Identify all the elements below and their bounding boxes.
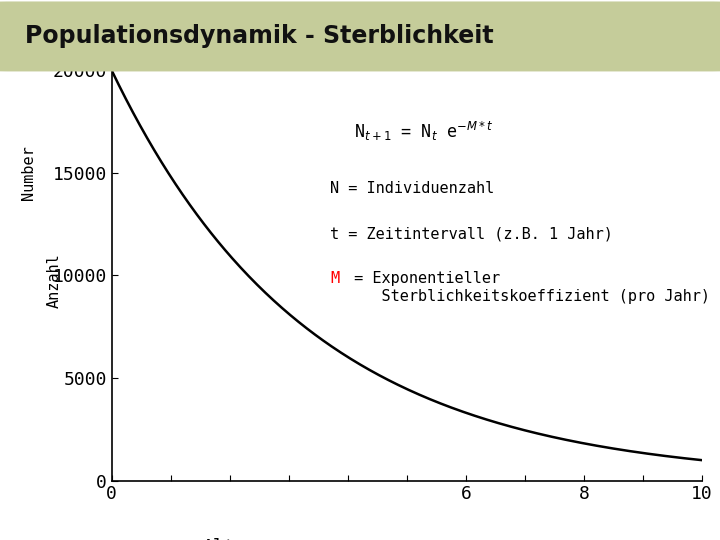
- FancyBboxPatch shape: [0, 2, 720, 71]
- Text: Anzahl: Anzahl: [47, 253, 61, 308]
- Text: Populationsdynamik - Sterblichkeit: Populationsdynamik - Sterblichkeit: [25, 24, 494, 49]
- Text: N = Individuenzahl: N = Individuenzahl: [330, 181, 495, 196]
- Text: N$_{t+1}$ = N$_t$ e$^{-M*t}$: N$_{t+1}$ = N$_t$ e$^{-M*t}$: [354, 119, 493, 143]
- Text: Alter: Alter: [202, 538, 257, 540]
- Text: t = Zeitintervall (z.B. 1 Jahr): t = Zeitintervall (z.B. 1 Jahr): [330, 226, 613, 241]
- Text: Number: Number: [22, 145, 36, 200]
- Text: M: M: [330, 271, 339, 286]
- Text: = Exponentieller
    Sterblichkeitskoeffizient (pro Jahr): = Exponentieller Sterblichkeitskoeffizie…: [345, 271, 710, 303]
